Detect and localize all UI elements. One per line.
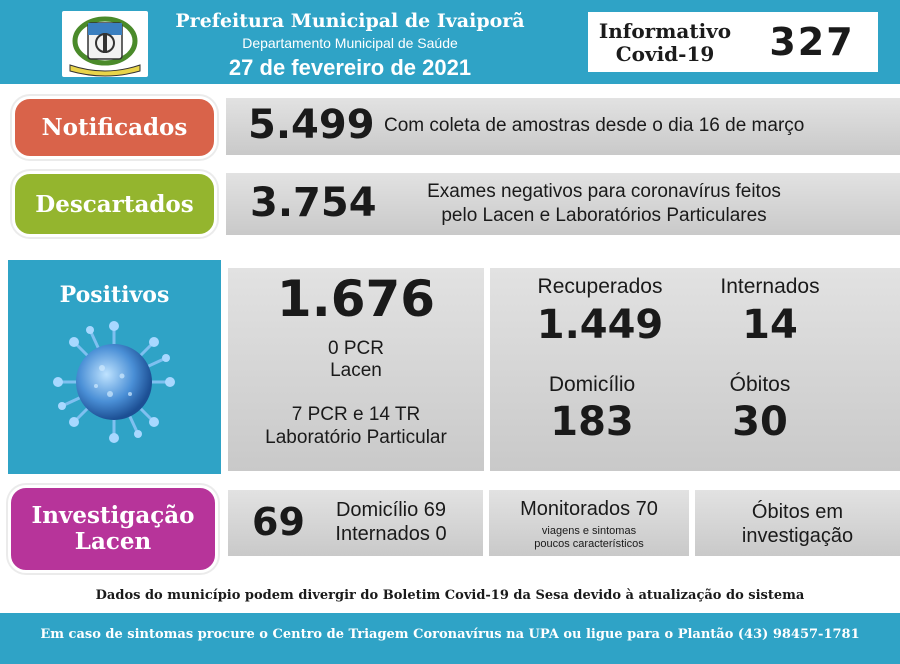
positivos-label: Positivos <box>59 282 170 308</box>
obitos-investigacao-line1: Óbitos em <box>751 501 844 523</box>
descartados-description-line1: Exames negativos para coronavírus feitos <box>427 181 781 202</box>
recuperados-label: Recuperados <box>537 275 663 298</box>
investigacao-panel <box>228 490 483 556</box>
descartados-description: Exames negativos para coronavírus feitos… <box>384 180 824 228</box>
domicilio-value: 183 <box>550 399 634 445</box>
positivos-lacen-pcr: 0 PCR <box>328 338 384 359</box>
investigacao-domicilio: Domicílio 69 <box>335 499 447 521</box>
investigacao-badge: Investigação Lacen <box>8 485 218 573</box>
obitos-investigacao-line2: investigação <box>741 525 854 547</box>
internados-label: Internados <box>720 275 820 298</box>
investigacao-value: 69 <box>252 500 305 544</box>
status-panel <box>490 268 900 471</box>
notificados-value: 5.499 <box>248 102 375 148</box>
monitorados-note-line1: viagens e sintomas <box>541 525 637 537</box>
footer-contact-text: Em caso de sintomas procure o Centro de … <box>40 627 860 642</box>
municipality-title: Prefeitura Municipal de Ivaiporã <box>175 10 525 32</box>
notificados-panel <box>226 98 900 155</box>
notificados-badge: Notificados <box>12 96 217 159</box>
positivos-panel <box>228 268 484 471</box>
positivos-lacen-label: Lacen <box>330 360 382 381</box>
domicilio-label: Domicílio <box>548 373 636 396</box>
coronavirus-icon <box>50 318 178 446</box>
descartados-badge: Descartados <box>12 171 217 237</box>
bulletin-date: 27 de fevereiro de 2021 <box>228 55 472 80</box>
descartados-value: 3.754 <box>250 180 377 226</box>
department-name: Departamento Municipal de Saúde <box>242 35 458 51</box>
disclaimer-text: Dados do município podem divergir do Bol… <box>95 588 805 603</box>
obitos-label: Óbitos <box>729 373 791 396</box>
positivos-particular-tests: 7 PCR e 14 TR <box>291 404 421 425</box>
city-logo <box>62 11 148 77</box>
notificados-description: Com coleta de amostras desde o dia 16 de… <box>384 115 805 136</box>
investigacao-label-line2: Lacen <box>74 528 152 555</box>
bulletin-label-line1: Informativo <box>598 19 732 43</box>
investigacao-label-line1: Investigação <box>31 502 195 529</box>
obitos-value: 30 <box>732 399 788 445</box>
coat-of-arms-icon <box>69 16 141 77</box>
obitos-investigacao-panel <box>695 490 900 556</box>
descartados-description-line2: pelo Lacen e Laboratórios Particulares <box>441 205 767 226</box>
positivos-particular-label: Laboratório Particular <box>265 427 447 448</box>
bulletin-number: 327 <box>769 20 855 64</box>
bulletin-label: Informativo Covid-19 <box>590 20 740 66</box>
internados-value: 14 <box>742 302 798 348</box>
bulletin-label-line2: Covid-19 <box>615 42 715 66</box>
recuperados-value: 1.449 <box>536 302 664 348</box>
bulletin-box <box>588 12 878 72</box>
monitorados-value: Monitorados 70 <box>520 498 658 520</box>
descartados-panel <box>226 173 900 235</box>
footer-bar <box>0 613 900 664</box>
monitorados-panel <box>489 490 689 556</box>
positivos-value: 1.676 <box>276 270 436 328</box>
investigacao-internados: Internados 0 <box>335 523 447 545</box>
monitorados-note-line2: poucos característicos <box>534 538 644 550</box>
